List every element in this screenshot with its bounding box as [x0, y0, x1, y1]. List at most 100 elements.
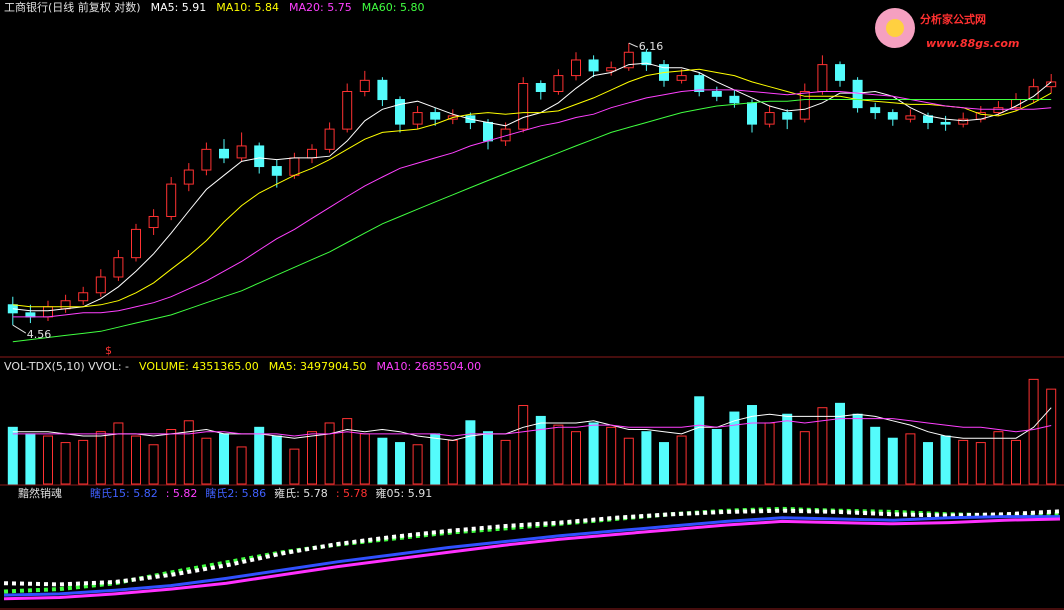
volume-bar	[764, 422, 775, 485]
candle-body	[166, 183, 177, 217]
candle-body	[870, 107, 881, 114]
indicator-legend: 雍05: 5.91	[376, 486, 433, 500]
indicator-legend: 瞎氏2: 5.86	[205, 486, 266, 500]
candle-body	[95, 276, 106, 294]
indicator-title: 黯然销魂	[18, 486, 62, 500]
volume-bar	[799, 431, 810, 485]
watermark-url: www.88gs.com	[926, 37, 1019, 50]
indicator-legend: : 5.78	[336, 487, 368, 500]
indicator-legend: 雍氏: 5.78	[274, 486, 328, 500]
candle-body	[236, 145, 247, 159]
indicator-line	[3, 506, 1061, 594]
indicator-legend: : 5.82	[166, 487, 198, 500]
candle-body	[395, 99, 405, 125]
volume-bar	[148, 444, 159, 485]
candle-body	[183, 169, 194, 185]
candle-body	[817, 64, 828, 92]
volume-bar	[430, 433, 441, 485]
candle-body	[940, 121, 951, 125]
volume-bar	[377, 437, 388, 485]
volume-bar	[395, 442, 405, 485]
volume-bar	[905, 433, 916, 485]
volume-bar	[465, 420, 476, 485]
candle-body	[60, 300, 71, 310]
volume-bar	[923, 442, 933, 485]
candle-body	[887, 112, 898, 120]
header-text: 工商银行(日线 前复权 对数)	[4, 0, 141, 14]
volume-bar	[694, 396, 705, 485]
volume-bar	[553, 424, 564, 485]
candle-body	[131, 228, 141, 259]
high-label: 6.16	[639, 40, 664, 53]
volume-bar	[1011, 439, 1021, 485]
volume-bar	[623, 437, 634, 485]
volume-bar	[219, 433, 229, 485]
candle-body	[113, 257, 124, 278]
candle-body	[694, 75, 705, 92]
volume-bar	[782, 413, 793, 485]
candle-body	[359, 79, 370, 92]
header-text: VOLUME: 4351365.00	[139, 360, 259, 373]
high-pointer	[628, 42, 639, 48]
candle-body	[289, 157, 300, 176]
volume-bar	[835, 402, 845, 485]
candle-body	[835, 64, 845, 81]
volume-bar	[606, 426, 617, 485]
candle-body	[271, 166, 282, 176]
candle-body	[799, 90, 810, 120]
volume-bar	[271, 435, 282, 485]
candle-body	[711, 90, 722, 97]
volume-bar	[131, 435, 141, 485]
volume-bar	[342, 418, 353, 485]
volume-bar	[25, 433, 36, 485]
volume-bar	[940, 435, 951, 485]
indicator-line	[3, 508, 1061, 587]
candle-body	[254, 145, 265, 168]
candle-body	[535, 83, 546, 92]
candle-body	[430, 112, 441, 120]
header-text: MA5: 3497904.50	[269, 360, 367, 373]
volume-bar	[588, 422, 599, 485]
volume-bar	[993, 431, 1004, 485]
candle-body	[852, 79, 863, 109]
header-text: MA10: 2685504.00	[376, 360, 481, 373]
volume-bar	[641, 431, 652, 485]
volume-bar	[412, 444, 423, 485]
low-pointer	[12, 324, 27, 334]
marker: $	[105, 344, 112, 357]
volume-bar	[958, 439, 969, 485]
volume-bar	[817, 407, 828, 485]
candle-body	[553, 75, 564, 92]
volume-bar	[43, 435, 53, 485]
watermark-title: 分析家公式网	[920, 12, 986, 26]
ma-line	[12, 99, 1052, 343]
candle-body	[412, 112, 423, 125]
volume-bar	[236, 446, 247, 485]
ma-line	[12, 89, 1052, 318]
candle-body	[588, 59, 599, 72]
candle-body	[25, 312, 36, 318]
candle-body	[324, 128, 335, 150]
volume-bar	[535, 415, 546, 485]
ma-line	[12, 62, 1052, 312]
candle-body	[993, 107, 1004, 114]
logo	[886, 19, 904, 37]
candle-body	[148, 215, 159, 229]
candle-body	[729, 95, 740, 104]
volume-bar	[571, 431, 581, 485]
header-text: MA10: 5.84	[216, 1, 279, 14]
volume-bar	[201, 437, 212, 485]
header-text: MA60: 5.80	[362, 1, 425, 14]
volume-bar	[483, 431, 493, 485]
header-text: MA20: 5.75	[289, 1, 352, 14]
volume-bar	[113, 422, 124, 485]
candle-body	[623, 51, 634, 69]
candle-body	[342, 90, 353, 130]
volume-bar	[500, 439, 511, 485]
candle-body	[307, 148, 317, 159]
volume-bar	[95, 431, 106, 485]
volume-bar	[60, 442, 71, 485]
volume-bar	[1028, 378, 1039, 485]
